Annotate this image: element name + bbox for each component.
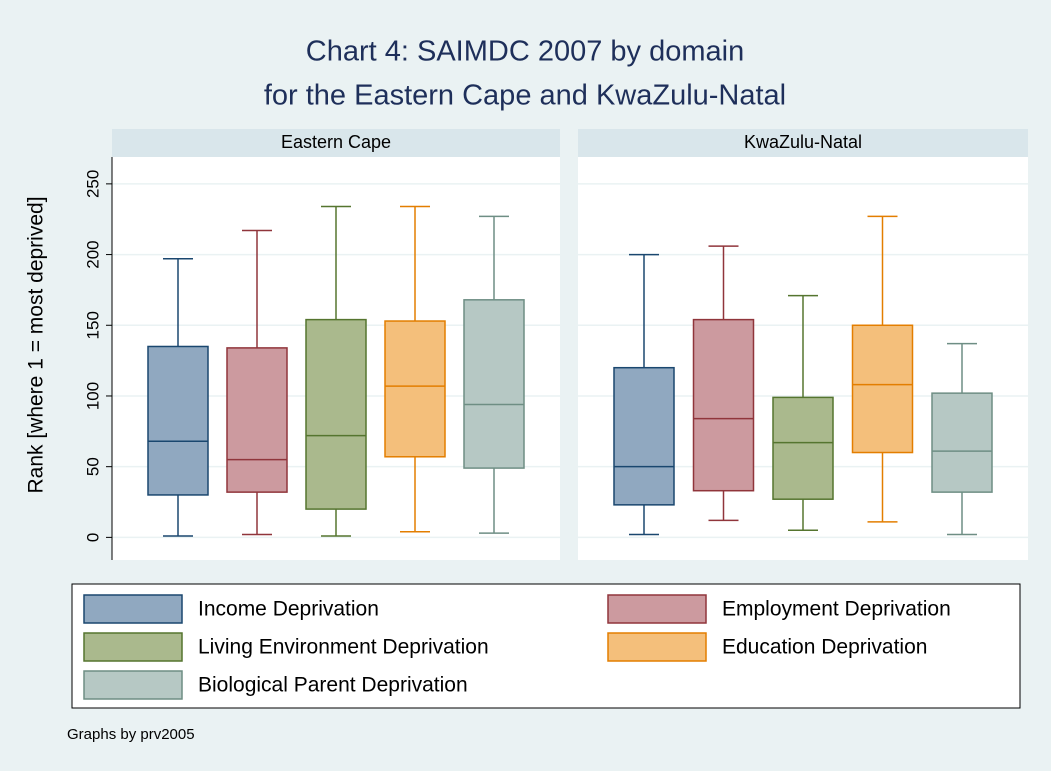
- box: [384, 320, 446, 458]
- chart-subtitle: for the Eastern Cape and KwaZulu-Natal: [264, 80, 786, 112]
- legend: [71, 583, 1021, 709]
- y-axis-label: Rank [where 1 = most deprived]: [25, 196, 48, 493]
- legend-label: Income Deprivation: [198, 598, 379, 621]
- legend-label: Education Deprivation: [722, 636, 927, 659]
- legend-swatch: [607, 632, 707, 662]
- box: [692, 318, 755, 492]
- box: [772, 396, 834, 500]
- box: [226, 347, 288, 493]
- panel-strip: [112, 129, 560, 157]
- box: [851, 324, 914, 454]
- legend-label: Employment Deprivation: [722, 598, 951, 621]
- box: [305, 318, 367, 510]
- panel-title: KwaZulu-Natal: [744, 132, 862, 152]
- panel-title: Eastern Cape: [281, 132, 391, 152]
- panel-strip: [578, 129, 1028, 157]
- y-tick-label: 0: [83, 533, 102, 542]
- legend-label: Living Environment Deprivation: [198, 636, 489, 659]
- legend-swatch: [83, 594, 183, 624]
- y-tick-label: 50: [83, 457, 102, 476]
- legend-swatch: [83, 670, 183, 700]
- y-tick-label: 100: [83, 382, 102, 410]
- box: [147, 345, 209, 496]
- legend-swatch: [83, 632, 183, 662]
- chart-title: Chart 4: SAIMDC 2007 by domain: [306, 36, 744, 68]
- box: [613, 366, 675, 506]
- note: Graphs by prv2005: [67, 726, 195, 743]
- legend-label: Biological Parent Deprivation: [198, 674, 468, 697]
- y-tick-label: 150: [83, 311, 102, 339]
- y-tick-label: 200: [83, 240, 102, 268]
- box: [463, 299, 525, 469]
- y-tick-label: 250: [83, 170, 102, 198]
- legend-swatch: [607, 594, 707, 624]
- box: [931, 392, 993, 493]
